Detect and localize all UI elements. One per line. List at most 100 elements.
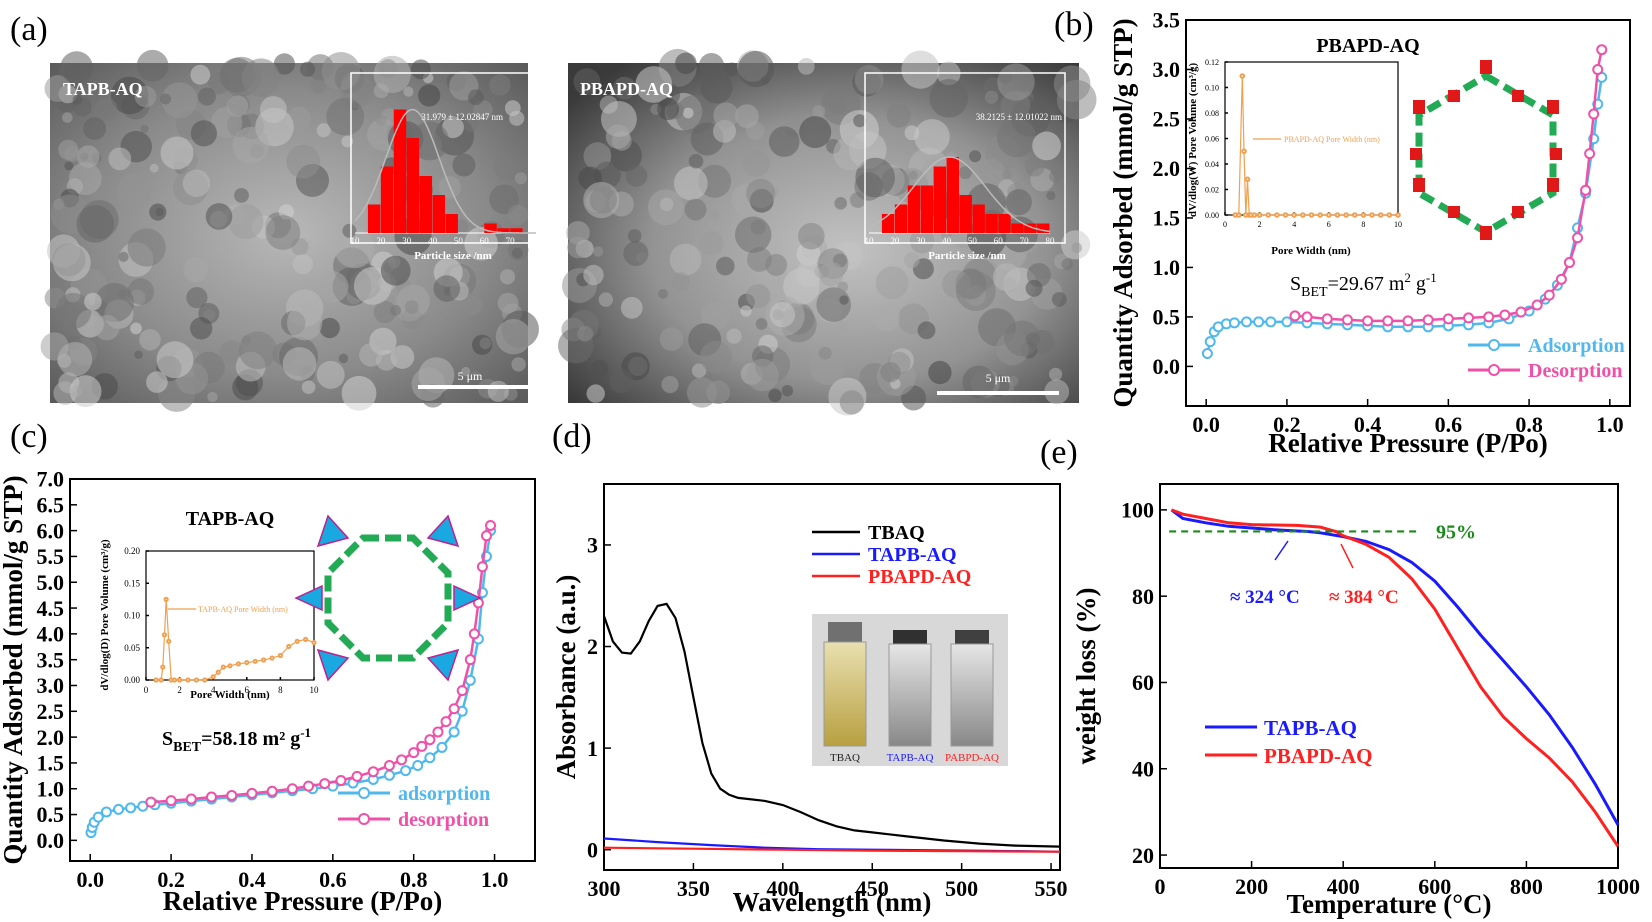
sem-grain [219, 340, 244, 365]
inset-legend-label: PBAPD-AQ Pore Width (nm) [1284, 135, 1380, 144]
sem-grain [873, 304, 900, 332]
sem-grain [273, 53, 295, 75]
y-tick-label: 2.5 [37, 699, 65, 724]
sem-grain [998, 69, 1013, 84]
data-point [261, 657, 267, 663]
hist-tick-label: 50 [454, 236, 464, 246]
legend-label: adsorption [398, 783, 490, 805]
sem-grain [390, 304, 402, 316]
sem-grain [404, 300, 419, 314]
sem-grain [928, 360, 952, 385]
sem-grain [514, 172, 528, 185]
sem-grain [796, 261, 822, 288]
y-tick-label: 4.0 [37, 622, 65, 647]
hist-tick-label: 20 [376, 236, 386, 246]
y-axis-label: weight loss (%) [1071, 588, 1101, 765]
sem-grain [978, 158, 1006, 186]
sem-grain [1025, 279, 1043, 297]
data-point [227, 663, 233, 669]
data-point [1386, 212, 1393, 218]
sem-grain [573, 68, 601, 96]
x-tick-label: 0 [144, 685, 149, 695]
sem-grain [799, 116, 832, 149]
x-axis-label: Wavelength (nm) [733, 887, 932, 917]
data-point [1308, 212, 1315, 218]
sem-grain [316, 360, 345, 389]
data-point [125, 802, 137, 814]
sem-grain [675, 52, 697, 75]
sem-grain [94, 314, 120, 341]
y-tick-label: 0.06 [1205, 134, 1219, 143]
panel-d-label: (d) [552, 418, 592, 455]
y-tick-label: 0.20 [124, 546, 140, 556]
sem-grain [1046, 191, 1056, 201]
hist-bar [894, 204, 908, 233]
sem-grain [116, 173, 152, 208]
sem-grain [709, 209, 720, 221]
sem-grain [130, 322, 142, 335]
vial-label: TBAQ [830, 752, 860, 764]
sem-grain [70, 385, 82, 398]
data-point [383, 769, 395, 781]
data-point [1463, 312, 1475, 324]
data-point [464, 674, 476, 686]
data-point [185, 677, 191, 683]
x-tick-label: 4 [211, 685, 216, 695]
hist-tick-label: 10 [351, 236, 361, 246]
x-tick-label: 1000 [1596, 874, 1640, 899]
sem-image-tapb: TAPB-AQ 5 μm 10 20 30 40 50 60 70 80 31.979 ± 1… [40, 49, 552, 412]
x-tick-label: 0.2 [157, 867, 185, 892]
y-tick-label: 3.5 [37, 647, 65, 672]
sem-grain [875, 266, 909, 300]
sem-grain [489, 74, 511, 96]
data-point [202, 677, 208, 683]
sem-grain [628, 356, 648, 376]
sem-grain [671, 272, 690, 292]
data-point [153, 677, 159, 683]
inset-y-label: dV/dlog(D) Pore Volume (cm³/g) [99, 539, 111, 691]
data-point [1377, 212, 1384, 218]
sem-grain [1008, 375, 1019, 387]
series-line [1170, 508, 1620, 826]
hist-bar [1011, 223, 1024, 233]
x-tick-label: 0.8 [400, 867, 428, 892]
sem-grain [495, 319, 532, 355]
data-point [1351, 212, 1358, 218]
x-tick-label: 4 [1292, 220, 1296, 229]
legend-label: TAPB-AQ [1264, 716, 1357, 740]
sem-grain [760, 76, 770, 85]
histogram-xlabel: Particle size /nm [414, 250, 492, 262]
y-tick-label: 0.04 [1205, 160, 1219, 169]
data-point [1531, 299, 1543, 311]
sem-grain [226, 95, 249, 117]
hist-bar [985, 214, 998, 233]
sem-grain [854, 65, 884, 95]
data-point [1382, 315, 1394, 327]
sem-grain [1051, 292, 1067, 307]
sem-grain [684, 198, 707, 221]
framework-structure-tapb [294, 514, 482, 682]
sem-grain [853, 114, 867, 128]
data-point [1362, 315, 1374, 327]
y-tick-label: 6.5 [37, 493, 65, 518]
y-tick-label: 100 [1121, 498, 1154, 523]
annotation-pbapd: ≈ 384 °C [1329, 587, 1399, 608]
sem-grain [613, 76, 636, 100]
sem-grain [259, 96, 287, 124]
y-tick-label: 2 [587, 634, 598, 659]
sem-grain [577, 325, 594, 342]
sem-grain [682, 107, 694, 119]
y-tick-label: 0.00 [124, 675, 140, 685]
sem-grain [586, 384, 605, 403]
sem-grain [700, 71, 733, 104]
hist-tick-label: 60 [480, 236, 490, 246]
data-point [165, 795, 177, 807]
sem-grain [186, 287, 208, 309]
sem-grain [969, 150, 982, 163]
hist-bar [933, 166, 947, 233]
data-point [1265, 212, 1272, 218]
sem-grain [160, 136, 194, 170]
x-tick-label: 2 [177, 685, 182, 695]
x-tick-label: 0.8 [1515, 412, 1543, 437]
hist-tick-label: 70 [506, 236, 516, 246]
